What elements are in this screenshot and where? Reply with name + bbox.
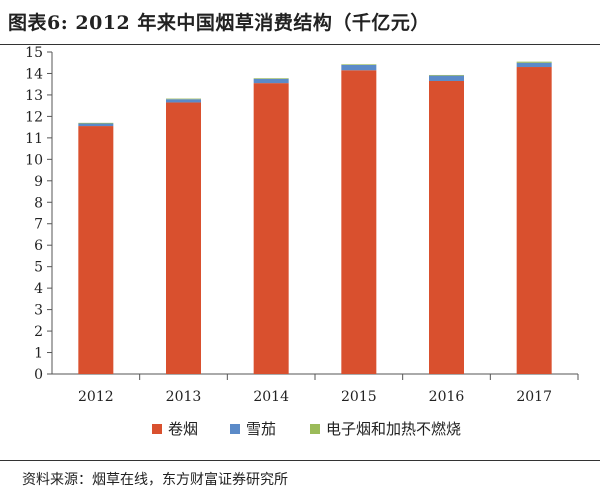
source-bar: 资料来源：烟草在线，东方财富证券研究所 bbox=[0, 460, 600, 501]
bar-2012-series-2 bbox=[78, 122, 114, 124]
legend-swatch-cigar bbox=[230, 423, 240, 434]
bar-2013-series-0 bbox=[166, 102, 201, 375]
legend: 卷烟 雪茄 电子烟和加热不燃烧 bbox=[0, 418, 600, 444]
y-tick-label-0: 0 bbox=[34, 367, 43, 383]
legend-label-ecig: 电子烟和加热不燃烧 bbox=[326, 420, 462, 438]
legend-item-ecig: 电子烟和加热不燃烧 bbox=[310, 418, 461, 439]
y-tick-label-12: 12 bbox=[25, 109, 43, 125]
bar-2015-series-2 bbox=[341, 64, 377, 65]
legend-label-cigarette: 卷烟 bbox=[168, 420, 199, 438]
bar-2016-series-2 bbox=[429, 74, 464, 76]
bar-2014-series-0 bbox=[253, 83, 289, 375]
bar-2017-series-1 bbox=[516, 62, 552, 68]
bar-2015-series-1 bbox=[341, 64, 377, 71]
bar-2013-series-1 bbox=[166, 99, 201, 103]
x-tick-label-2014: 2014 bbox=[253, 389, 289, 405]
x-tick-label-2012: 2012 bbox=[78, 389, 114, 405]
y-tick-label-2: 2 bbox=[34, 324, 43, 340]
y-tick-label-14: 14 bbox=[25, 66, 43, 82]
x-tick-label-2013: 2013 bbox=[166, 389, 202, 405]
title-bar: 图表6: 2012 年来中国烟草消费结构（千亿元） bbox=[0, 0, 600, 45]
legend-item-cigarette: 卷烟 bbox=[152, 418, 198, 439]
bar-2014-series-1 bbox=[253, 78, 289, 84]
y-tick-label-10: 10 bbox=[25, 152, 43, 168]
y-tick-label-6: 6 bbox=[34, 238, 43, 254]
y-tick-label-13: 13 bbox=[25, 88, 43, 104]
bar-2012-series-1 bbox=[78, 123, 114, 127]
y-tick-label-5: 5 bbox=[34, 260, 43, 276]
y-tick-label-9: 9 bbox=[34, 174, 43, 190]
bar-2017-series-2 bbox=[516, 61, 552, 63]
y-tick-label-4: 4 bbox=[34, 281, 43, 297]
bar-2016-series-0 bbox=[429, 80, 464, 375]
bar-2012-series-0 bbox=[78, 126, 114, 374]
chart-title: 图表6: 2012 年来中国烟草消费结构（千亿元） bbox=[8, 12, 430, 34]
x-tick-label-2015: 2015 bbox=[341, 389, 377, 405]
bar-2013-series-2 bbox=[166, 98, 201, 100]
bar-2017-series-0 bbox=[516, 67, 552, 374]
y-tick-label-1: 1 bbox=[34, 346, 43, 362]
x-tick-label-2016: 2016 bbox=[429, 389, 465, 405]
bar-2014-series-2 bbox=[253, 78, 289, 79]
y-tick-label-7: 7 bbox=[34, 217, 43, 233]
y-tick-label-3: 3 bbox=[34, 303, 43, 319]
legend-swatch-ecig bbox=[310, 423, 320, 434]
legend-item-cigar: 雪茄 bbox=[230, 418, 276, 439]
legend-swatch-cigarette bbox=[152, 423, 162, 434]
y-tick-label-15: 15 bbox=[25, 45, 43, 61]
y-tick-label-11: 11 bbox=[25, 131, 43, 147]
bar-2016-series-1 bbox=[429, 75, 464, 81]
bar-2015-series-0 bbox=[341, 70, 377, 374]
x-tick-label-2017: 2017 bbox=[516, 389, 552, 405]
y-tick-label-8: 8 bbox=[34, 195, 43, 211]
legend-label-cigar: 雪茄 bbox=[246, 420, 277, 438]
source-note: 资料来源：烟草在线，东方财富证券研究所 bbox=[22, 472, 288, 488]
